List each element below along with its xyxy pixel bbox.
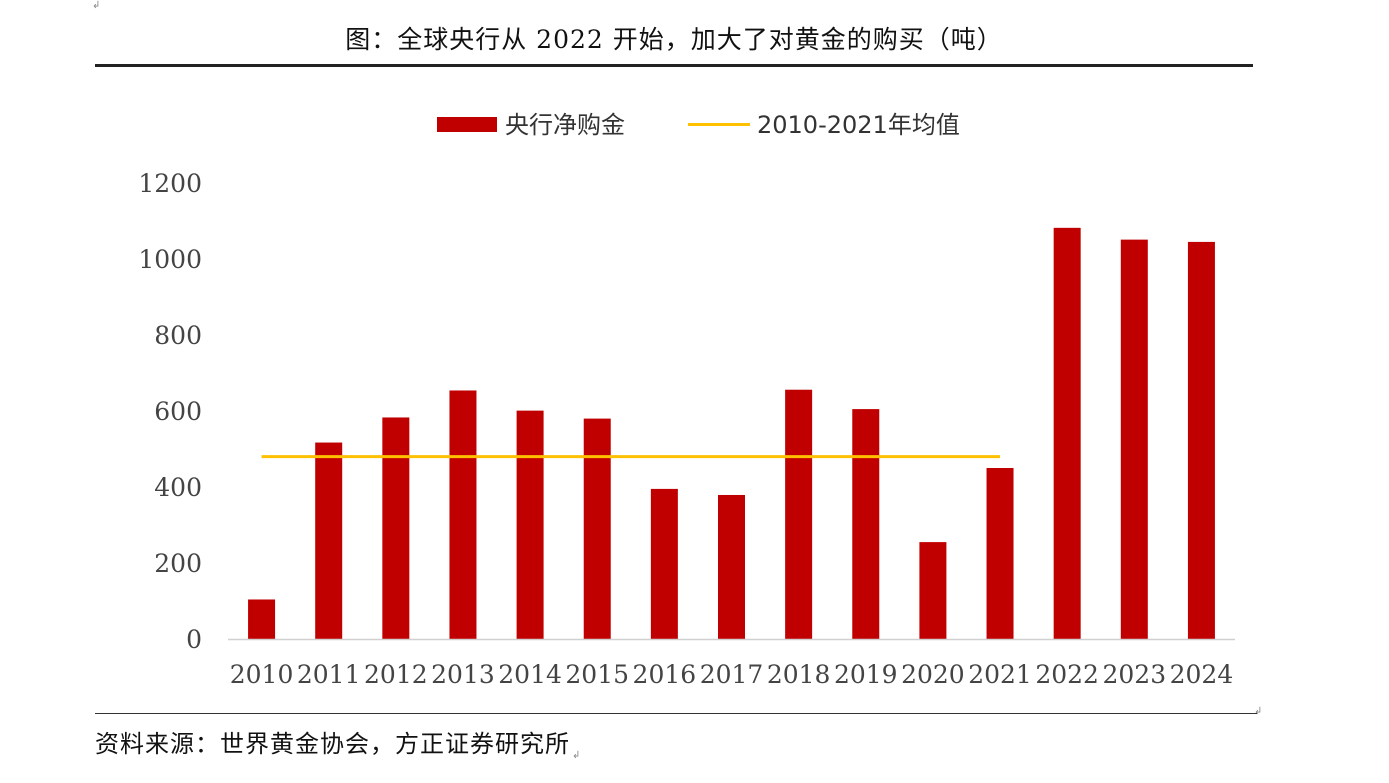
- figure-title: 图：全球央行从 2022 开始，加大了对黄金的购买（吨）: [345, 25, 1003, 54]
- y-tick-label: 1000: [138, 245, 202, 274]
- x-tick-label: 2012: [364, 660, 428, 689]
- bottom-rule: [95, 713, 1257, 714]
- bar-2012: [382, 417, 410, 639]
- x-tick-label: 2020: [901, 660, 965, 689]
- bar-2011: [315, 442, 343, 639]
- source-note: 资料来源：世界黄金协会，方正证券研究所 ↲: [95, 724, 582, 761]
- x-tick-label: 2023: [1102, 660, 1166, 689]
- bar-2020: [919, 542, 947, 639]
- x-tick-label: 2013: [431, 660, 495, 689]
- paragraph-mark-right: ↲: [1254, 706, 1263, 717]
- x-tick-label: 2018: [767, 660, 831, 689]
- y-tick-label: 1200: [138, 169, 202, 198]
- bar-series: [248, 227, 1215, 639]
- bar-2014: [516, 410, 544, 639]
- x-tick-label: 2015: [565, 660, 629, 689]
- source-text: 资料来源：世界黄金协会，方正证券研究所: [95, 730, 570, 758]
- x-tick-label: 2021: [968, 660, 1032, 689]
- bar-2021: [986, 468, 1014, 639]
- bar-2024: [1187, 241, 1215, 639]
- bar-2010: [248, 599, 276, 639]
- bar-2015: [583, 418, 611, 639]
- y-tick-label: 400: [154, 473, 202, 502]
- x-tick-label: 2022: [1035, 660, 1099, 689]
- top-rule: [95, 64, 1253, 67]
- x-tick-label: 2016: [633, 660, 697, 689]
- x-tick-label: 2014: [498, 660, 562, 689]
- y-axis: 0 200 400 600 800 1000 1200: [138, 169, 202, 654]
- paragraph-mark-top: ↲: [92, 0, 101, 11]
- y-tick-label: 0: [186, 625, 202, 654]
- legend: 央行净购金 2010-2021年均值: [437, 111, 960, 139]
- legend-label-bar: 央行净购金: [505, 111, 625, 139]
- bar-2017: [718, 494, 745, 639]
- x-tick-label: 2019: [834, 660, 898, 689]
- x-axis: 2010 2011 2012 2013 2014 2015 2016 2017 2018 2019…: [228, 638, 1235, 689]
- x-tick-label: 2017: [700, 660, 764, 689]
- x-tick-label: 2010: [230, 660, 294, 689]
- y-tick-label: 600: [154, 397, 202, 426]
- x-tick-label: 2011: [297, 660, 361, 689]
- bar-2018: [785, 389, 813, 639]
- legend-swatch-bar: [437, 117, 497, 132]
- y-tick-label: 200: [154, 549, 202, 578]
- legend-label-line: 2010-2021年均值: [757, 111, 960, 139]
- y-tick-label: 800: [154, 321, 202, 350]
- bar-2022: [1053, 227, 1081, 639]
- bar-2019: [852, 409, 880, 639]
- bar-2013: [449, 390, 477, 639]
- x-tick-label: 2024: [1170, 660, 1234, 689]
- bar-2016: [650, 488, 678, 639]
- bar-2023: [1120, 239, 1148, 639]
- paragraph-mark-source: ↲: [572, 750, 582, 761]
